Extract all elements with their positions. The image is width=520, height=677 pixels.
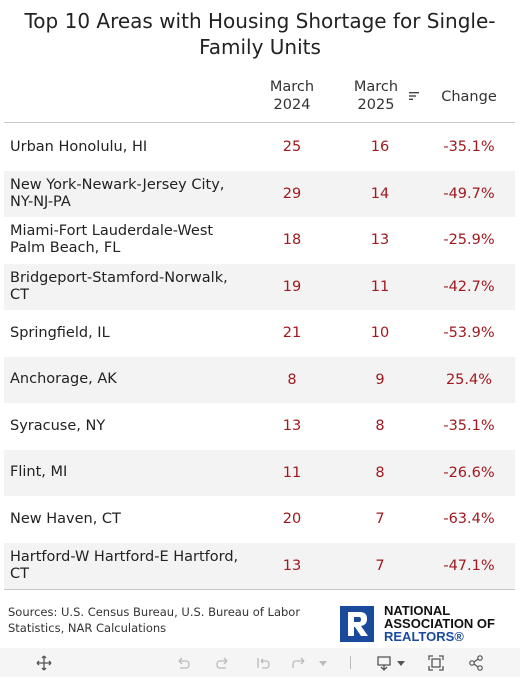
table-body: Urban Honolulu, HI 25 16 -35.1% New York-New… <box>4 124 515 589</box>
table-row: New York-Newark-Jersey City, NY-NJ-PA 29 1… <box>4 170 515 217</box>
march-2024-cell: 18 <box>282 232 302 249</box>
sources-note: Sources: U.S. Census Bureau, U.S. Bureau… <box>8 605 301 635</box>
header-march-2024-line2: 2024 <box>273 97 311 113</box>
download-dropdown-icon[interactable] <box>396 655 406 671</box>
march-2024-cell: 19 <box>282 278 302 295</box>
nar-logo: NATIONAL ASSOCIATION OF REALTORS® <box>340 604 510 644</box>
area-cell: Springfield, IL <box>10 324 110 341</box>
sort-descending-icon[interactable] <box>408 90 420 102</box>
table-row: New Haven, CT 20 7 -63.4% <box>4 496 515 543</box>
area-cell: Miami-Fort Lauderdale-West Palm Beach, F… <box>10 223 214 257</box>
change-cell: -26.6% <box>443 464 495 481</box>
table-row: Bridgeport-Stamford-Norwalk, CT 19 11 -42.7… <box>4 263 515 310</box>
table-header: March 2024 March 2025 Change <box>4 78 515 123</box>
march-2024-cell: 21 <box>282 325 302 342</box>
area-cell: Anchorage, AK <box>10 371 117 388</box>
change-cell: -35.1% <box>443 418 495 435</box>
march-2025-cell: 7 <box>375 557 385 574</box>
area-cell: Bridgeport-Stamford-Norwalk, CT <box>10 269 228 303</box>
change-cell: -53.9% <box>443 325 495 342</box>
dropdown-icon[interactable] <box>318 655 328 671</box>
change-cell: -49.7% <box>443 185 495 202</box>
reset-icon[interactable] <box>255 655 271 671</box>
logo-line3: REALTORS® <box>384 629 464 644</box>
toolbar-separator <box>350 656 351 669</box>
change-cell: -35.1% <box>443 139 495 156</box>
logo-text: NATIONAL ASSOCIATION OF REALTORS® <box>384 604 495 643</box>
march-2025-cell: 16 <box>370 139 390 156</box>
change-cell: 25.4% <box>445 371 493 388</box>
march-2025-cell: 11 <box>370 278 390 295</box>
logo-line1: NATIONAL <box>384 603 451 618</box>
area-cell: Syracuse, NY <box>10 417 106 434</box>
share-icon[interactable] <box>468 655 484 671</box>
table-row: Syracuse, NY 13 8 -35.1% <box>4 403 515 450</box>
march-2024-cell: 8 <box>287 371 297 388</box>
march-2024-cell: 25 <box>282 139 302 156</box>
logo-line2: ASSOCIATION OF <box>384 616 495 631</box>
download-icon[interactable] <box>376 655 392 671</box>
area-cell: Flint, MI <box>10 464 68 481</box>
header-march-2024-line1: March <box>269 79 315 95</box>
move-icon[interactable] <box>36 655 52 671</box>
change-cell: -63.4% <box>443 511 495 528</box>
change-cell: -42.7% <box>443 278 495 295</box>
header-march-2024[interactable]: March 2024 <box>260 78 324 114</box>
march-2024-cell: 13 <box>282 418 302 435</box>
march-2025-cell: 7 <box>375 511 385 528</box>
march-2025-cell: 13 <box>370 232 390 249</box>
march-2025-cell: 9 <box>375 371 385 388</box>
header-march-2025[interactable]: March 2025 <box>340 78 412 114</box>
march-2025-cell: 14 <box>370 185 390 202</box>
realtor-r-logo-icon <box>340 606 374 642</box>
table-row: Flint, MI 11 8 -26.6% <box>4 449 515 496</box>
table-row: Anchorage, AK 8 9 25.4% <box>4 356 515 403</box>
area-cell: New Haven, CT <box>10 510 121 527</box>
header-change[interactable]: Change <box>441 89 497 105</box>
march-2024-cell: 29 <box>282 185 302 202</box>
area-cell: Hartford-W Hartford-E Hartford, CT <box>10 548 239 582</box>
march-2024-cell: 13 <box>282 557 302 574</box>
header-march-2025-line1: March <box>353 79 399 95</box>
undo-icon[interactable] <box>175 655 191 671</box>
fullscreen-icon[interactable] <box>428 655 444 671</box>
march-2024-cell: 20 <box>282 511 302 528</box>
march-2024-cell: 11 <box>282 464 302 481</box>
change-cell: -25.9% <box>443 232 495 249</box>
table-row: Springfield, IL 21 10 -53.9% <box>4 310 515 357</box>
change-cell: -47.1% <box>443 557 495 574</box>
march-2025-cell: 8 <box>375 464 385 481</box>
area-cell: New York-Newark-Jersey City, NY-NJ-PA <box>10 176 225 210</box>
table-bottom-border <box>4 589 515 590</box>
table-row: Urban Honolulu, HI 25 16 -35.1% <box>4 124 515 171</box>
table-row: Hartford-W Hartford-E Hartford, CT 13 7 -47… <box>4 542 515 589</box>
chart-title: Top 10 Areas with Housing Shortage for S… <box>24 9 496 59</box>
redo-icon[interactable] <box>215 655 231 671</box>
march-2025-cell: 10 <box>370 325 390 342</box>
header-march-2025-line2: 2025 <box>357 97 395 113</box>
table-row: Miami-Fort Lauderdale-West Palm Beach, F… <box>4 217 515 264</box>
forward-icon[interactable] <box>291 655 307 671</box>
chart-toolbar <box>0 648 520 677</box>
area-cell: Urban Honolulu, HI <box>10 138 148 155</box>
march-2025-cell: 8 <box>375 418 385 435</box>
